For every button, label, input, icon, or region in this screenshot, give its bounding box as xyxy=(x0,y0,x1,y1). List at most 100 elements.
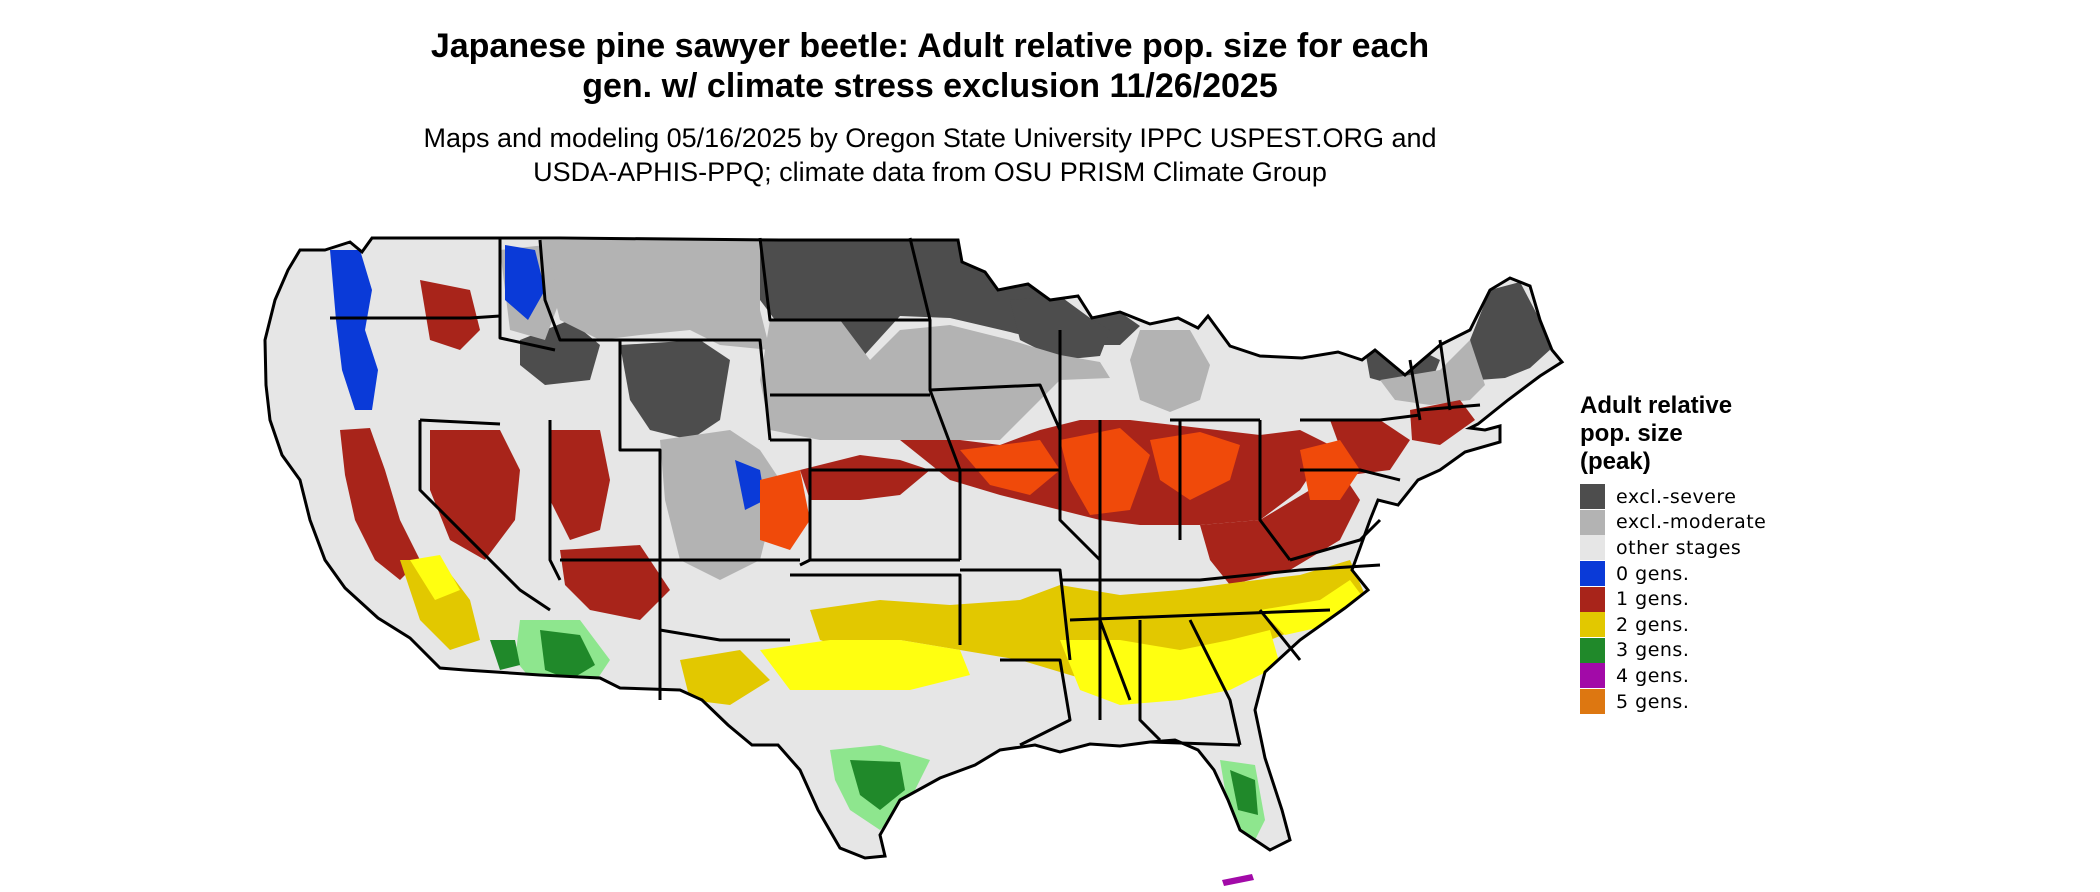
legend-item: 0 gens. xyxy=(1580,561,1820,587)
gen2-bright-california xyxy=(410,555,460,600)
gen1-coastal-northeast xyxy=(1410,400,1475,445)
gen1-bright-colorado xyxy=(760,470,810,550)
border-ga-sc xyxy=(1258,609,1302,661)
border-idaho-west xyxy=(498,238,556,352)
gen1-utah-west xyxy=(550,430,610,540)
border-idaho-mt xyxy=(538,239,620,342)
legend-items: excl.-severe excl.-moderate other stages 0 … xyxy=(1580,484,1820,715)
excl-moderate-south-dakota xyxy=(760,320,1110,440)
legend-title: Adult relative pop. size (peak) xyxy=(1580,392,1820,476)
gen1-california xyxy=(340,428,420,580)
gen0-rockies xyxy=(735,460,765,510)
excl-severe-wyoming xyxy=(620,340,730,440)
legend-title-line-3: (peak) xyxy=(1580,448,1651,475)
legend-swatch xyxy=(1580,637,1605,663)
legend-item: excl.-moderate xyxy=(1580,509,1820,536)
gen2-bright-texas xyxy=(760,640,970,690)
legend-swatch xyxy=(1580,689,1605,715)
gen2-southern-california xyxy=(400,560,480,650)
legend-swatch xyxy=(1580,509,1605,535)
border-ca-nv xyxy=(418,420,551,612)
map-subtitle-line-1: Maps and modeling 05/16/2025 by Oregon S… xyxy=(423,123,1437,153)
border-nv-ut xyxy=(548,420,562,581)
gen1-kansas xyxy=(800,455,930,500)
legend-swatch xyxy=(1580,612,1605,638)
excl-moderate-michigan xyxy=(1130,330,1210,412)
border-al-ga xyxy=(1138,620,1162,742)
border-nm-tx xyxy=(658,580,790,642)
gen1-bright-ohio-valley xyxy=(1150,432,1240,500)
legend-item: 4 gens. xyxy=(1580,663,1820,689)
border-wa-or xyxy=(330,314,501,320)
border-fl-al xyxy=(1149,740,1241,747)
state-borders xyxy=(330,237,1481,747)
border-ga-fl xyxy=(1188,619,1242,746)
border-nh-me xyxy=(1438,339,1452,411)
border-tn-north xyxy=(1060,563,1381,582)
border-ny-vt xyxy=(1408,359,1422,421)
legend-item: 5 gens. xyxy=(1580,689,1820,715)
gen1-arizona-north xyxy=(560,545,670,620)
legend-item: other stages xyxy=(1580,535,1820,561)
border-mo-ar xyxy=(960,568,1072,661)
legend-item: 2 gens. xyxy=(1580,612,1820,638)
gen3-arizona-dark xyxy=(540,630,595,680)
border-or-ca xyxy=(419,418,501,426)
gen1-oregon-east xyxy=(420,280,480,350)
legend-label: excl.-severe xyxy=(1616,485,1737,508)
border-pa-ny xyxy=(1300,413,1421,422)
map-legend: Adult relative pop. size (peak) excl.-se… xyxy=(1580,392,1820,715)
legend-label: 5 gens. xyxy=(1616,690,1690,713)
border-ma xyxy=(1419,403,1481,412)
excl-severe-great-lakes xyxy=(1010,296,1110,360)
map-title-line-2: gen. w/ climate stress exclusion 11/26/2… xyxy=(582,67,1278,105)
gen3-gulf-texas-dark xyxy=(850,760,905,810)
gen1-bright-illinois xyxy=(1060,428,1150,515)
border-wy-north xyxy=(620,338,772,441)
legend-swatch xyxy=(1580,586,1605,612)
legend-swatch xyxy=(1580,484,1605,510)
gen2-bright-deep-south xyxy=(1060,630,1280,705)
map-fill-layers xyxy=(330,238,1552,840)
gen3-california-desert xyxy=(490,640,520,670)
gen0-cascades xyxy=(330,250,378,410)
legend-item: excl.-severe xyxy=(1580,484,1820,510)
border-ut-wy xyxy=(618,340,662,560)
border-tn-south xyxy=(1069,608,1331,622)
gen1-great-basin xyxy=(430,430,520,560)
legend-item: 3 gens. xyxy=(1580,637,1820,664)
border-ok-tx xyxy=(790,573,962,645)
border-wi-il xyxy=(1058,330,1102,562)
border-wv-va xyxy=(1289,518,1382,562)
border-ia-mn xyxy=(929,383,1062,431)
excl-severe-northeast xyxy=(1470,282,1552,380)
map-title-line-1: Japanese pine sawyer beetle: Adult relat… xyxy=(430,27,1430,65)
map-subtitle-line-2: USDA-APHIS-PPQ; climate data from OSU PR… xyxy=(533,157,1327,187)
legend-label: 0 gens. xyxy=(1616,562,1690,585)
excl-moderate-montana xyxy=(540,240,770,350)
legend-label: 1 gens. xyxy=(1616,588,1690,611)
border-oh-pa xyxy=(1258,420,1292,561)
gen1-bright-iowa xyxy=(960,440,1060,495)
legend-label: 3 gens. xyxy=(1616,639,1690,662)
border-nd-sd xyxy=(758,237,930,322)
legend-label: excl.-moderate xyxy=(1616,511,1767,534)
gen0-idaho xyxy=(505,245,545,320)
legend-swatch xyxy=(1580,535,1605,561)
excl-moderate-new-england xyxy=(1380,340,1485,405)
gen4-florida-keys xyxy=(1222,874,1254,886)
legend-swatch xyxy=(1580,561,1605,587)
legend-label: other stages xyxy=(1616,536,1742,559)
legend-swatch xyxy=(1580,663,1605,689)
legend-title-line-1: Adult relative xyxy=(1580,392,1733,419)
legend-label: 2 gens. xyxy=(1616,613,1690,636)
gen2-texas-west xyxy=(680,650,770,705)
legend-label: 4 gens. xyxy=(1616,664,1690,687)
border-la xyxy=(1000,658,1072,747)
legend-item: 1 gens. xyxy=(1580,586,1820,612)
gen2-bright-carolina xyxy=(1260,580,1365,635)
gen3-florida-dark xyxy=(1230,770,1258,815)
legend-title-line-2: pop. size xyxy=(1580,420,1683,447)
border-pa-md xyxy=(1300,468,1401,482)
